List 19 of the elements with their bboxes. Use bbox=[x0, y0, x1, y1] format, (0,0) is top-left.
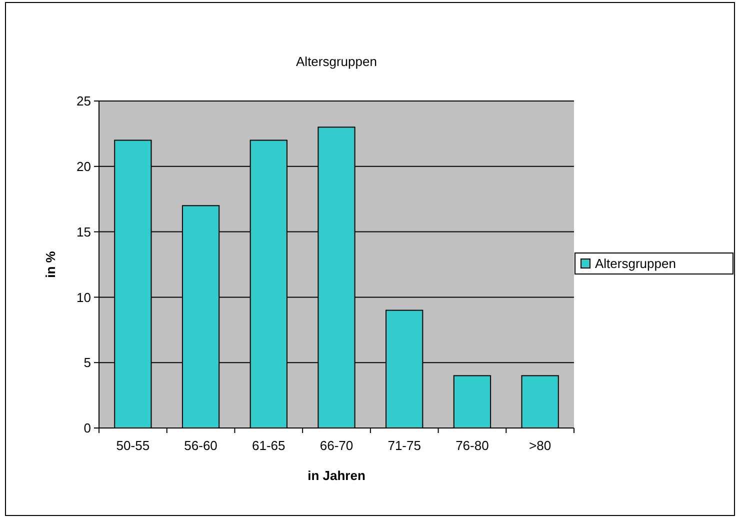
x-tick-label: 66-70 bbox=[320, 438, 354, 453]
legend-label: Altersgruppen bbox=[595, 256, 676, 271]
bar bbox=[521, 375, 559, 428]
y-tick-label: 5 bbox=[84, 355, 91, 370]
y-tick-label: 25 bbox=[76, 94, 91, 109]
x-tick-label: >80 bbox=[529, 438, 552, 453]
x-tick-label: 50-55 bbox=[116, 438, 150, 453]
bar bbox=[453, 375, 492, 428]
y-axis-title: in % bbox=[43, 250, 58, 278]
y-tick-label: 10 bbox=[76, 290, 91, 305]
x-tick-label: 56-60 bbox=[184, 438, 218, 453]
x-tick-label: 61-65 bbox=[252, 438, 286, 453]
x-tick-label: 71-75 bbox=[388, 438, 421, 453]
x-tick-label: 76-80 bbox=[456, 438, 489, 453]
y-tick-label: 0 bbox=[84, 420, 91, 436]
chart-title: Altersgruppen bbox=[296, 54, 377, 69]
x-axis-title: in Jahren bbox=[308, 468, 366, 483]
y-tick-label: 15 bbox=[76, 224, 91, 240]
y-tick-label: 20 bbox=[76, 158, 91, 174]
